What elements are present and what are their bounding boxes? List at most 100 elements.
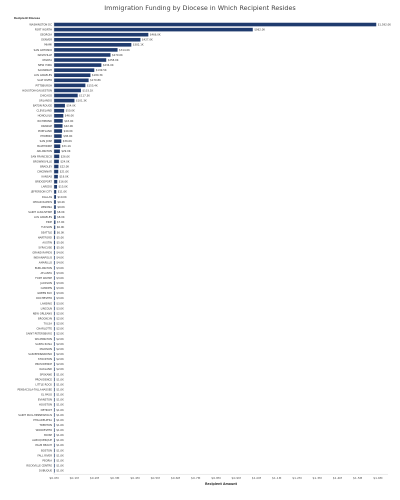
category-label: DETROIT [41, 408, 53, 412]
category-label: WINONA [41, 205, 52, 209]
bar-value-label: $2.0K [56, 332, 64, 336]
bar [54, 266, 55, 270]
category-label: BRIDGEPORT [35, 180, 52, 184]
bar-value-label: $101.3K [76, 98, 87, 102]
bar [54, 428, 55, 432]
category-label: FORT WAYNE [35, 276, 52, 280]
category-label: HOUSTON [39, 403, 52, 407]
category-label: GRAND RAPIDS [32, 251, 52, 255]
bar-value-label: $2.0K [56, 352, 64, 356]
bar [54, 129, 63, 133]
bar [54, 240, 56, 245]
bar-value-label: $133.1K [82, 88, 93, 92]
bar-value-label: $1.0K [56, 387, 64, 391]
category-label: AUSTIN [42, 240, 52, 244]
bar [54, 149, 60, 154]
bar [54, 63, 102, 67]
x-tick-label: $1.0M [252, 476, 262, 480]
category-label: PITTSBURGH [35, 83, 52, 87]
bar-value-label: $2.0K [56, 327, 64, 331]
bar [54, 169, 59, 174]
bar [54, 468, 55, 473]
bar-value-label: $982.0K [254, 28, 265, 32]
category-label: NEW ORLEANS [33, 311, 53, 315]
x-tick-label: $0.4M [130, 476, 140, 480]
bar-value-label: $3.0K [56, 276, 64, 280]
bar [54, 443, 55, 448]
bar-value-label: $3.0K [56, 286, 64, 290]
category-label: CEDAR RAPIDS [33, 200, 53, 204]
bar [54, 245, 56, 250]
category-label: OAKLAND [39, 367, 52, 371]
bar [54, 423, 55, 427]
bar-value-label: $1.0K [56, 377, 64, 381]
category-label: ARLINGTON [37, 149, 52, 153]
category-label: LITTLE ROCK [35, 382, 52, 386]
bar-value-label: $10.0K [58, 195, 67, 199]
bar-value-label: $6.0K [57, 230, 65, 234]
category-label: CINCINNATI [37, 169, 52, 173]
category-label: ALBUQUERQUE [32, 438, 52, 442]
category-label: DALLAS [42, 195, 52, 199]
bar [54, 195, 57, 199]
x-tick-label: $0.2M [90, 476, 100, 480]
category-label: MADISON [40, 347, 52, 351]
bar-value-label: $1.0K [56, 464, 64, 468]
bar [54, 392, 55, 397]
category-label: BATON ROUGE [33, 104, 52, 108]
bar [54, 210, 56, 214]
bar [54, 32, 149, 37]
category-label: PROVIDENCE [35, 362, 52, 366]
bar-value-label: $1.0K [56, 408, 64, 412]
bar [54, 463, 55, 468]
bar-value-label: $29.0K [61, 149, 70, 153]
x-tick-label: $0.9M [232, 476, 242, 480]
category-label: ROCHESTER [36, 296, 52, 300]
category-label: HONOLULU [38, 114, 53, 118]
bar-value-label: $3.0K [56, 306, 64, 310]
bar [54, 367, 55, 372]
bar-value-label: $7.0K [57, 220, 65, 224]
category-label: SPOKANE [40, 372, 53, 376]
bar [54, 402, 55, 407]
bar-value-label: $2.0K [56, 311, 64, 315]
category-label: EL PASO [41, 393, 52, 397]
bar [54, 53, 111, 57]
x-tick-label: $1.2M [292, 476, 302, 480]
category-label: KANSAS [42, 175, 53, 179]
bar [54, 316, 55, 321]
bar-value-label: $234.0K [103, 63, 114, 67]
bar-value-label: $279.0K [112, 53, 123, 57]
bar-value-label: $15.0K [59, 185, 68, 189]
bar-value-label: $1.0K [56, 469, 64, 473]
category-label: PALM BEACH [35, 443, 52, 447]
bar-value-label: $1.0K [56, 398, 64, 402]
category-label: DUBUQUE [39, 469, 53, 473]
category-label: NASHVILLE [38, 53, 53, 57]
bar-value-label: $1.0K [56, 448, 64, 452]
category-label: CLEVELAND [36, 109, 52, 113]
bar [54, 453, 55, 458]
category-label: HARTFORD [38, 235, 52, 239]
x-tick-label: $0.0M [49, 476, 59, 480]
bar-value-label: $2.0K [56, 357, 64, 361]
bar [54, 387, 55, 392]
bar [54, 408, 55, 412]
category-label: BRADLEY [40, 164, 52, 168]
bar [54, 347, 55, 351]
bar-value-label: $2.0K [56, 342, 64, 346]
category-label: AMARILLO [39, 261, 52, 265]
bar-value-label: $1.0K [56, 438, 64, 442]
bar [54, 357, 55, 361]
category-label: CAMDEN [41, 286, 52, 290]
category-label: PHOENIX [40, 134, 52, 138]
category-label: PORTLAND [38, 129, 52, 133]
bar-value-label: $3.0K [56, 291, 64, 295]
category-label: OMAHA [42, 58, 52, 62]
category-label: CHICAGO [40, 93, 52, 97]
bar-value-label: $3.0K [56, 271, 64, 275]
category-label: LOS ANGELES [34, 215, 52, 219]
bar [54, 255, 55, 260]
bar [54, 306, 55, 311]
